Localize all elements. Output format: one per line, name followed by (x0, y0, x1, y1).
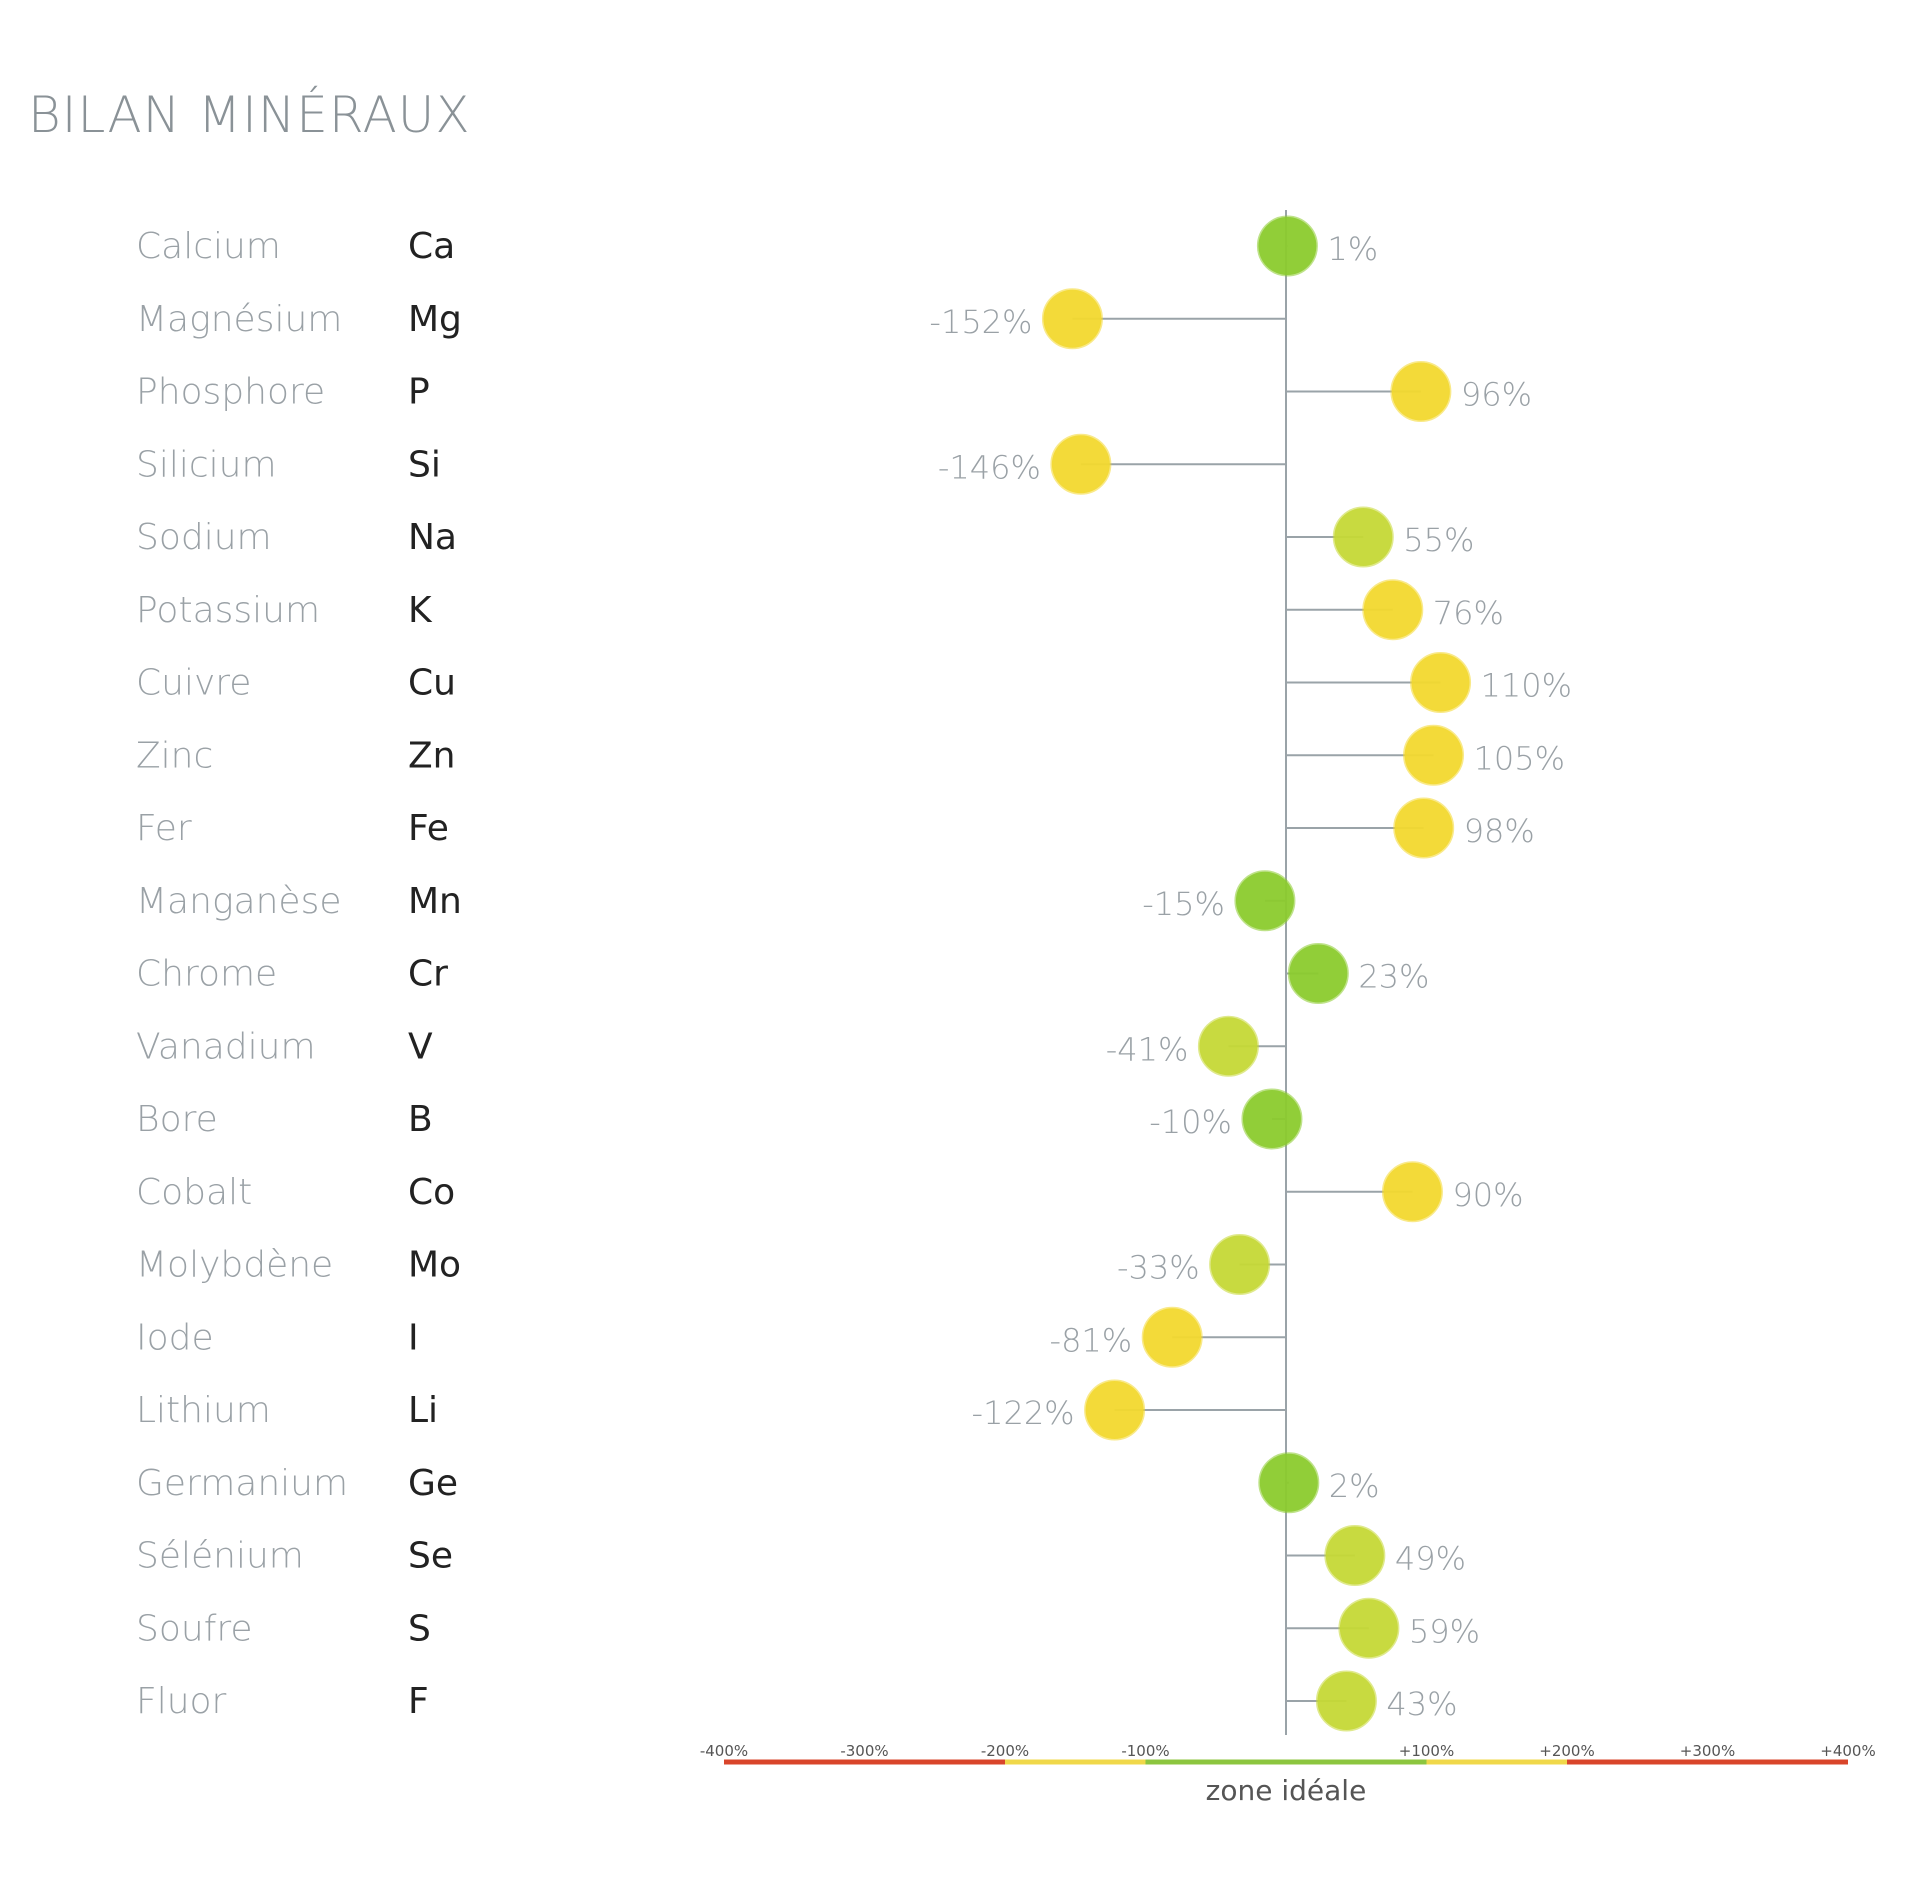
mineral-symbol: Li (408, 1390, 438, 1431)
mineral-name: Calcium (136, 226, 281, 267)
mineral-symbol: P (408, 372, 430, 413)
data-label: -122% (972, 1394, 1075, 1432)
data-point (1209, 1234, 1271, 1295)
tick-label: +400% (1820, 1742, 1875, 1760)
mineral-symbol: Mn (408, 881, 462, 922)
mineral-symbol: V (408, 1026, 433, 1067)
data-label: -41% (1106, 1030, 1189, 1068)
mineral-symbol: Cr (408, 954, 448, 995)
mineral-symbol: Ge (408, 1463, 458, 1504)
data-label: 110% (1481, 667, 1572, 705)
mineral-name: Vanadium (136, 1026, 316, 1067)
data-label: 49% (1395, 1540, 1466, 1578)
data-point (1234, 870, 1296, 932)
tick-label: +300% (1680, 1742, 1735, 1760)
mineral-symbol: Na (408, 517, 457, 558)
data-point (1041, 288, 1103, 350)
data-label: 90% (1452, 1176, 1523, 1214)
data-label: 43% (1386, 1685, 1457, 1723)
tick-label: -400% (700, 1742, 748, 1760)
data-point (1381, 1161, 1443, 1223)
data-point (1390, 361, 1452, 422)
data-point (1403, 724, 1465, 786)
mineral-symbol: Zn (408, 735, 455, 776)
data-label: 23% (1358, 958, 1429, 996)
mineral-symbol: Fe (408, 808, 449, 849)
data-label: 59% (1409, 1612, 1480, 1650)
data-label: -33% (1117, 1249, 1200, 1287)
mineral-name: Iode (136, 1317, 214, 1358)
tick-label: -300% (840, 1742, 888, 1760)
mineral-symbol: Cu (408, 663, 456, 704)
tick-label: -100% (1121, 1742, 1169, 1760)
mineral-name: Fluor (136, 1681, 227, 1722)
mineral-name: Bore (136, 1099, 218, 1140)
mineral-name: Magnésium (136, 299, 342, 340)
data-label: -81% (1050, 1321, 1133, 1359)
mineral-name: Manganèse (136, 881, 341, 922)
data-point (1332, 506, 1394, 568)
mineral-name: Cobalt (136, 1172, 252, 1213)
mineral-symbol: Se (408, 1536, 453, 1577)
data-point (1393, 797, 1455, 859)
mineral-name: Potassium (136, 590, 320, 631)
data-point (1362, 579, 1424, 641)
data-point (1287, 943, 1349, 1004)
mineral-name: Zinc (136, 735, 213, 776)
mineral-symbol: Co (408, 1172, 455, 1213)
x-axis-label: zone idéale (1206, 1774, 1367, 1807)
mineral-name: Soufre (136, 1608, 253, 1649)
mineral-symbol: B (408, 1099, 433, 1140)
data-point (1410, 652, 1472, 713)
data-point (1324, 1525, 1386, 1586)
mineral-name: Silicium (136, 444, 277, 485)
mineral-symbol: Ca (408, 226, 455, 267)
data-point (1256, 215, 1318, 277)
mineral-name: Chrome (136, 954, 277, 995)
mineral-name: Sodium (136, 517, 272, 558)
data-label: 105% (1474, 739, 1565, 777)
data-label: 76% (1433, 594, 1504, 632)
data-point (1338, 1597, 1400, 1659)
data-label: 1% (1327, 230, 1378, 268)
data-point (1258, 1452, 1320, 1514)
data-label: 2% (1329, 1467, 1380, 1505)
mineral-symbol: I (408, 1317, 419, 1358)
mineral-symbol: K (408, 590, 433, 631)
mineral-symbol: Si (408, 444, 441, 485)
mineral-name: Lithium (136, 1390, 271, 1431)
mineral-symbol: F (408, 1681, 429, 1722)
mineral-name: Fer (136, 808, 192, 849)
data-point (1315, 1670, 1377, 1732)
mineral-symbol: Mo (408, 1245, 461, 1286)
data-label: -152% (929, 303, 1032, 341)
tick-label: +100% (1399, 1742, 1454, 1760)
data-label: -10% (1149, 1103, 1232, 1141)
data-point (1050, 433, 1112, 495)
data-label: 98% (1464, 812, 1535, 850)
mineral-name: Germanium (136, 1463, 348, 1504)
chart-title: BILAN MINÉRAUX (28, 86, 471, 144)
data-label: -15% (1142, 885, 1225, 923)
mineral-name: Molybdène (136, 1245, 333, 1286)
data-point (1084, 1379, 1146, 1441)
data-point (1241, 1088, 1303, 1150)
data-label: 96% (1461, 376, 1532, 414)
data-point (1141, 1306, 1203, 1368)
data-label: -146% (938, 448, 1041, 486)
mineral-symbol: Mg (408, 299, 462, 340)
data-point (1197, 1015, 1259, 1077)
mineral-symbol: S (408, 1608, 431, 1649)
data-label: 55% (1403, 521, 1474, 559)
mineral-name: Cuivre (136, 663, 251, 704)
mineral-name: Phosphore (136, 372, 325, 413)
tick-label: -200% (981, 1742, 1029, 1760)
tick-label: +200% (1539, 1742, 1594, 1760)
mineral-name: Sélénium (136, 1536, 304, 1577)
